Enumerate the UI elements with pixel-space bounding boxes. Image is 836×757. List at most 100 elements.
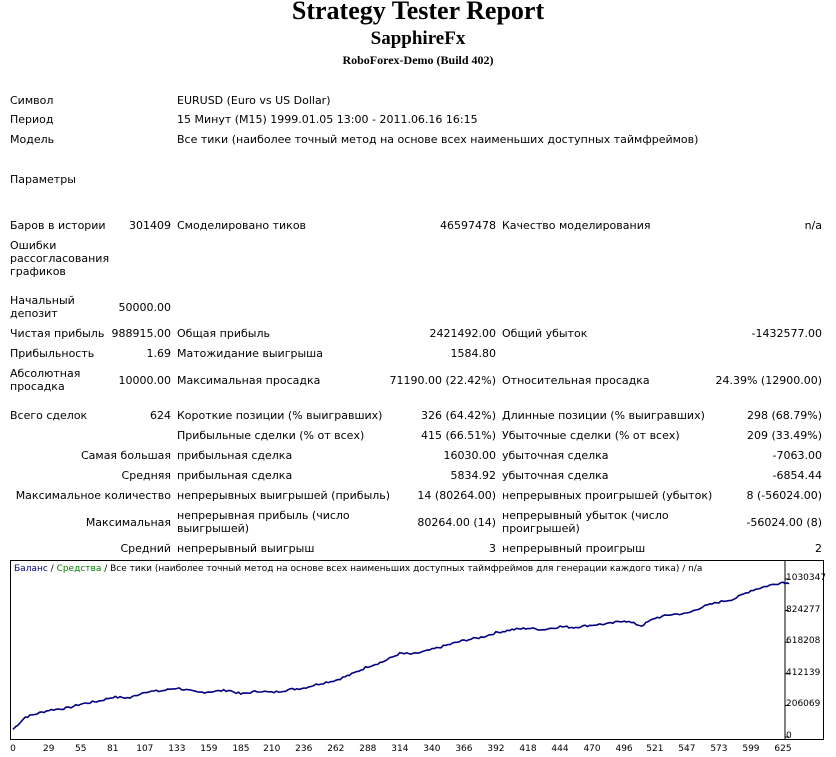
x-tick-label: 418 [519, 744, 537, 754]
x-tick-label: 236 [295, 744, 313, 754]
max-consecutive-wins-value: 14 (80264.00) [417, 489, 496, 502]
y-tick-label: 412139 [786, 667, 821, 678]
relative-drawdown-label: Относительная просадка [502, 374, 650, 387]
period-label: Период [10, 113, 54, 126]
legend-balance: Баланс [14, 564, 48, 574]
report-title: Strategy Tester Report [291, 0, 545, 25]
x-tick-label: 288 [359, 744, 377, 754]
x-tick-label: 444 [551, 744, 569, 754]
gross-profit-value: 2421492.00 [429, 327, 496, 340]
gross-loss-value: -1432577.00 [751, 327, 822, 340]
ticks-label: Смоделировано тиков [177, 219, 307, 232]
maximal-label: Максимальная [85, 516, 171, 529]
quality-label: Качество моделирования [502, 219, 651, 232]
x-tick-label: 133 [168, 744, 186, 754]
y-tick-label: 824277 [786, 604, 821, 615]
profit-factor-value: 1.69 [146, 347, 172, 360]
x-tick-label: 366 [455, 744, 473, 754]
balance-line [12, 581, 790, 730]
symbol-value: EURUSD (Euro vs US Dollar) [177, 94, 331, 107]
avg-consecutive-label: Средний [120, 542, 171, 555]
expected-payoff-label: Матожидание выигрыша [177, 347, 323, 360]
largest-profit-value: 16030.00 [443, 449, 497, 462]
server-name: RoboForex-Demo (Build 402) [342, 53, 494, 67]
absolute-drawdown-value: 10000.00 [118, 374, 172, 387]
net-profit-value: 988915.00 [111, 327, 172, 340]
expert-name: SapphireFx [370, 28, 466, 49]
model-value: Все тики (наиболее точный метод на основ… [177, 133, 699, 146]
errors-label: Ошибки рассогласования графиков [10, 239, 110, 278]
x-tick-label: 496 [615, 744, 633, 754]
x-tick-label: 107 [136, 744, 154, 754]
x-tick-label: 159 [200, 744, 218, 754]
deposit-label: Начальный депозит [10, 294, 75, 320]
x-tick-label: 470 [583, 744, 601, 754]
parameters-label: Параметры [10, 173, 76, 186]
expected-payoff-value: 1584.80 [450, 347, 497, 360]
x-tick-label: 547 [678, 744, 696, 754]
max-consecutive-losses-value: 8 (-56024.00) [746, 489, 822, 502]
total-trades-label: Всего сделок [10, 409, 88, 422]
avg-consecutive-loss-value: 2 [815, 542, 822, 555]
avg-consecutive-win-label: непрерывный выигрыш [177, 542, 315, 555]
max-count-label: Максимальное количество [15, 489, 171, 502]
x-tick-label: 573 [710, 744, 728, 754]
x-tick-label: 55 [75, 744, 87, 754]
x-tick-label: 314 [391, 744, 409, 754]
model-label: Модель [10, 133, 55, 146]
deposit-value: 50000.00 [118, 301, 172, 314]
chart-legend: Баланс / Средства / Все тики (наиболее т… [14, 564, 702, 574]
average-label: Средняя [121, 469, 171, 482]
loss-trades-value: 209 (33.49%) [746, 429, 822, 442]
largest-loss-value: -7063.00 [772, 449, 822, 462]
chart-plot [12, 561, 790, 739]
ticks-value: 46597478 [440, 219, 496, 232]
largest-profit-label: прибыльная сделка [177, 449, 293, 462]
x-tick-label: 0 [10, 744, 16, 754]
x-tick-label: 521 [646, 744, 664, 754]
absolute-drawdown-label: Абсолютная просадка [10, 367, 81, 393]
max-consecutive-wins-label: непрерывных выигрышей (прибыль) [177, 489, 391, 502]
profit-trades-label: Прибыльные сделки (% от всех) [177, 429, 365, 442]
bars-label: Баров в истории [10, 219, 106, 232]
maximal-profit-value: 80264.00 (14) [417, 516, 496, 529]
x-tick-label: 262 [327, 744, 345, 754]
max-consecutive-losses-label: непрерывных проигрышей (убыток) [502, 489, 713, 502]
x-tick-label: 340 [423, 744, 441, 754]
x-tick-label: 210 [263, 744, 281, 754]
max-drawdown-value: 71190.00 (22.42%) [389, 374, 496, 387]
long-positions-value: 298 (68.79%) [746, 409, 822, 422]
x-tick-label: 625 [774, 744, 792, 754]
gross-loss-label: Общий убыток [502, 327, 588, 340]
legend-equity: Средства [56, 564, 102, 574]
avg-consecutive-win-value: 3 [489, 542, 496, 555]
bars-value: 301409 [129, 219, 171, 232]
avg-consecutive-loss-label: непрерывный проигрыш [502, 542, 646, 555]
balance-chart: Баланс / Средства / Все тики (наиболее т… [10, 560, 824, 740]
total-trades-value: 624 [150, 409, 171, 422]
average-loss-label: убыточная сделка [502, 469, 609, 482]
x-tick-label: 29 [42, 744, 55, 754]
maximal-loss-label: непрерывный убыток (число проигрышей) [502, 509, 669, 535]
average-profit-value: 5834.92 [450, 469, 497, 482]
gross-profit-label: Общая прибыль [177, 327, 270, 340]
period-value: 15 Минут (M15) 1999.01.05 13:00 - 2011.0… [177, 113, 478, 126]
x-tick-label: 81 [107, 744, 119, 754]
largest-loss-label: убыточная сделка [502, 449, 609, 462]
short-positions-value: 326 (64.42%) [420, 409, 496, 422]
largest-label: Самая большая [80, 449, 171, 462]
y-tick-label: 206069 [786, 699, 821, 710]
average-profit-label: прибыльная сделка [177, 469, 293, 482]
y-tick-label: 1030347 [786, 573, 827, 583]
net-profit-label: Чистая прибыль [10, 327, 105, 340]
long-positions-label: Длинные позиции (% выигравших) [502, 409, 705, 422]
quality-value: n/a [804, 219, 822, 232]
max-drawdown-label: Максимальная просадка [177, 374, 321, 387]
y-tick-label: 0 [786, 731, 792, 741]
relative-drawdown-value: 24.39% (12900.00) [715, 374, 822, 387]
average-loss-value: -6854.44 [772, 469, 822, 482]
legend-separator: / [47, 564, 57, 574]
legend-description: / Все тики (наиболее точный метод на осн… [101, 564, 703, 574]
x-tick-label: 599 [742, 744, 760, 754]
y-tick-label: 618208 [786, 636, 821, 647]
